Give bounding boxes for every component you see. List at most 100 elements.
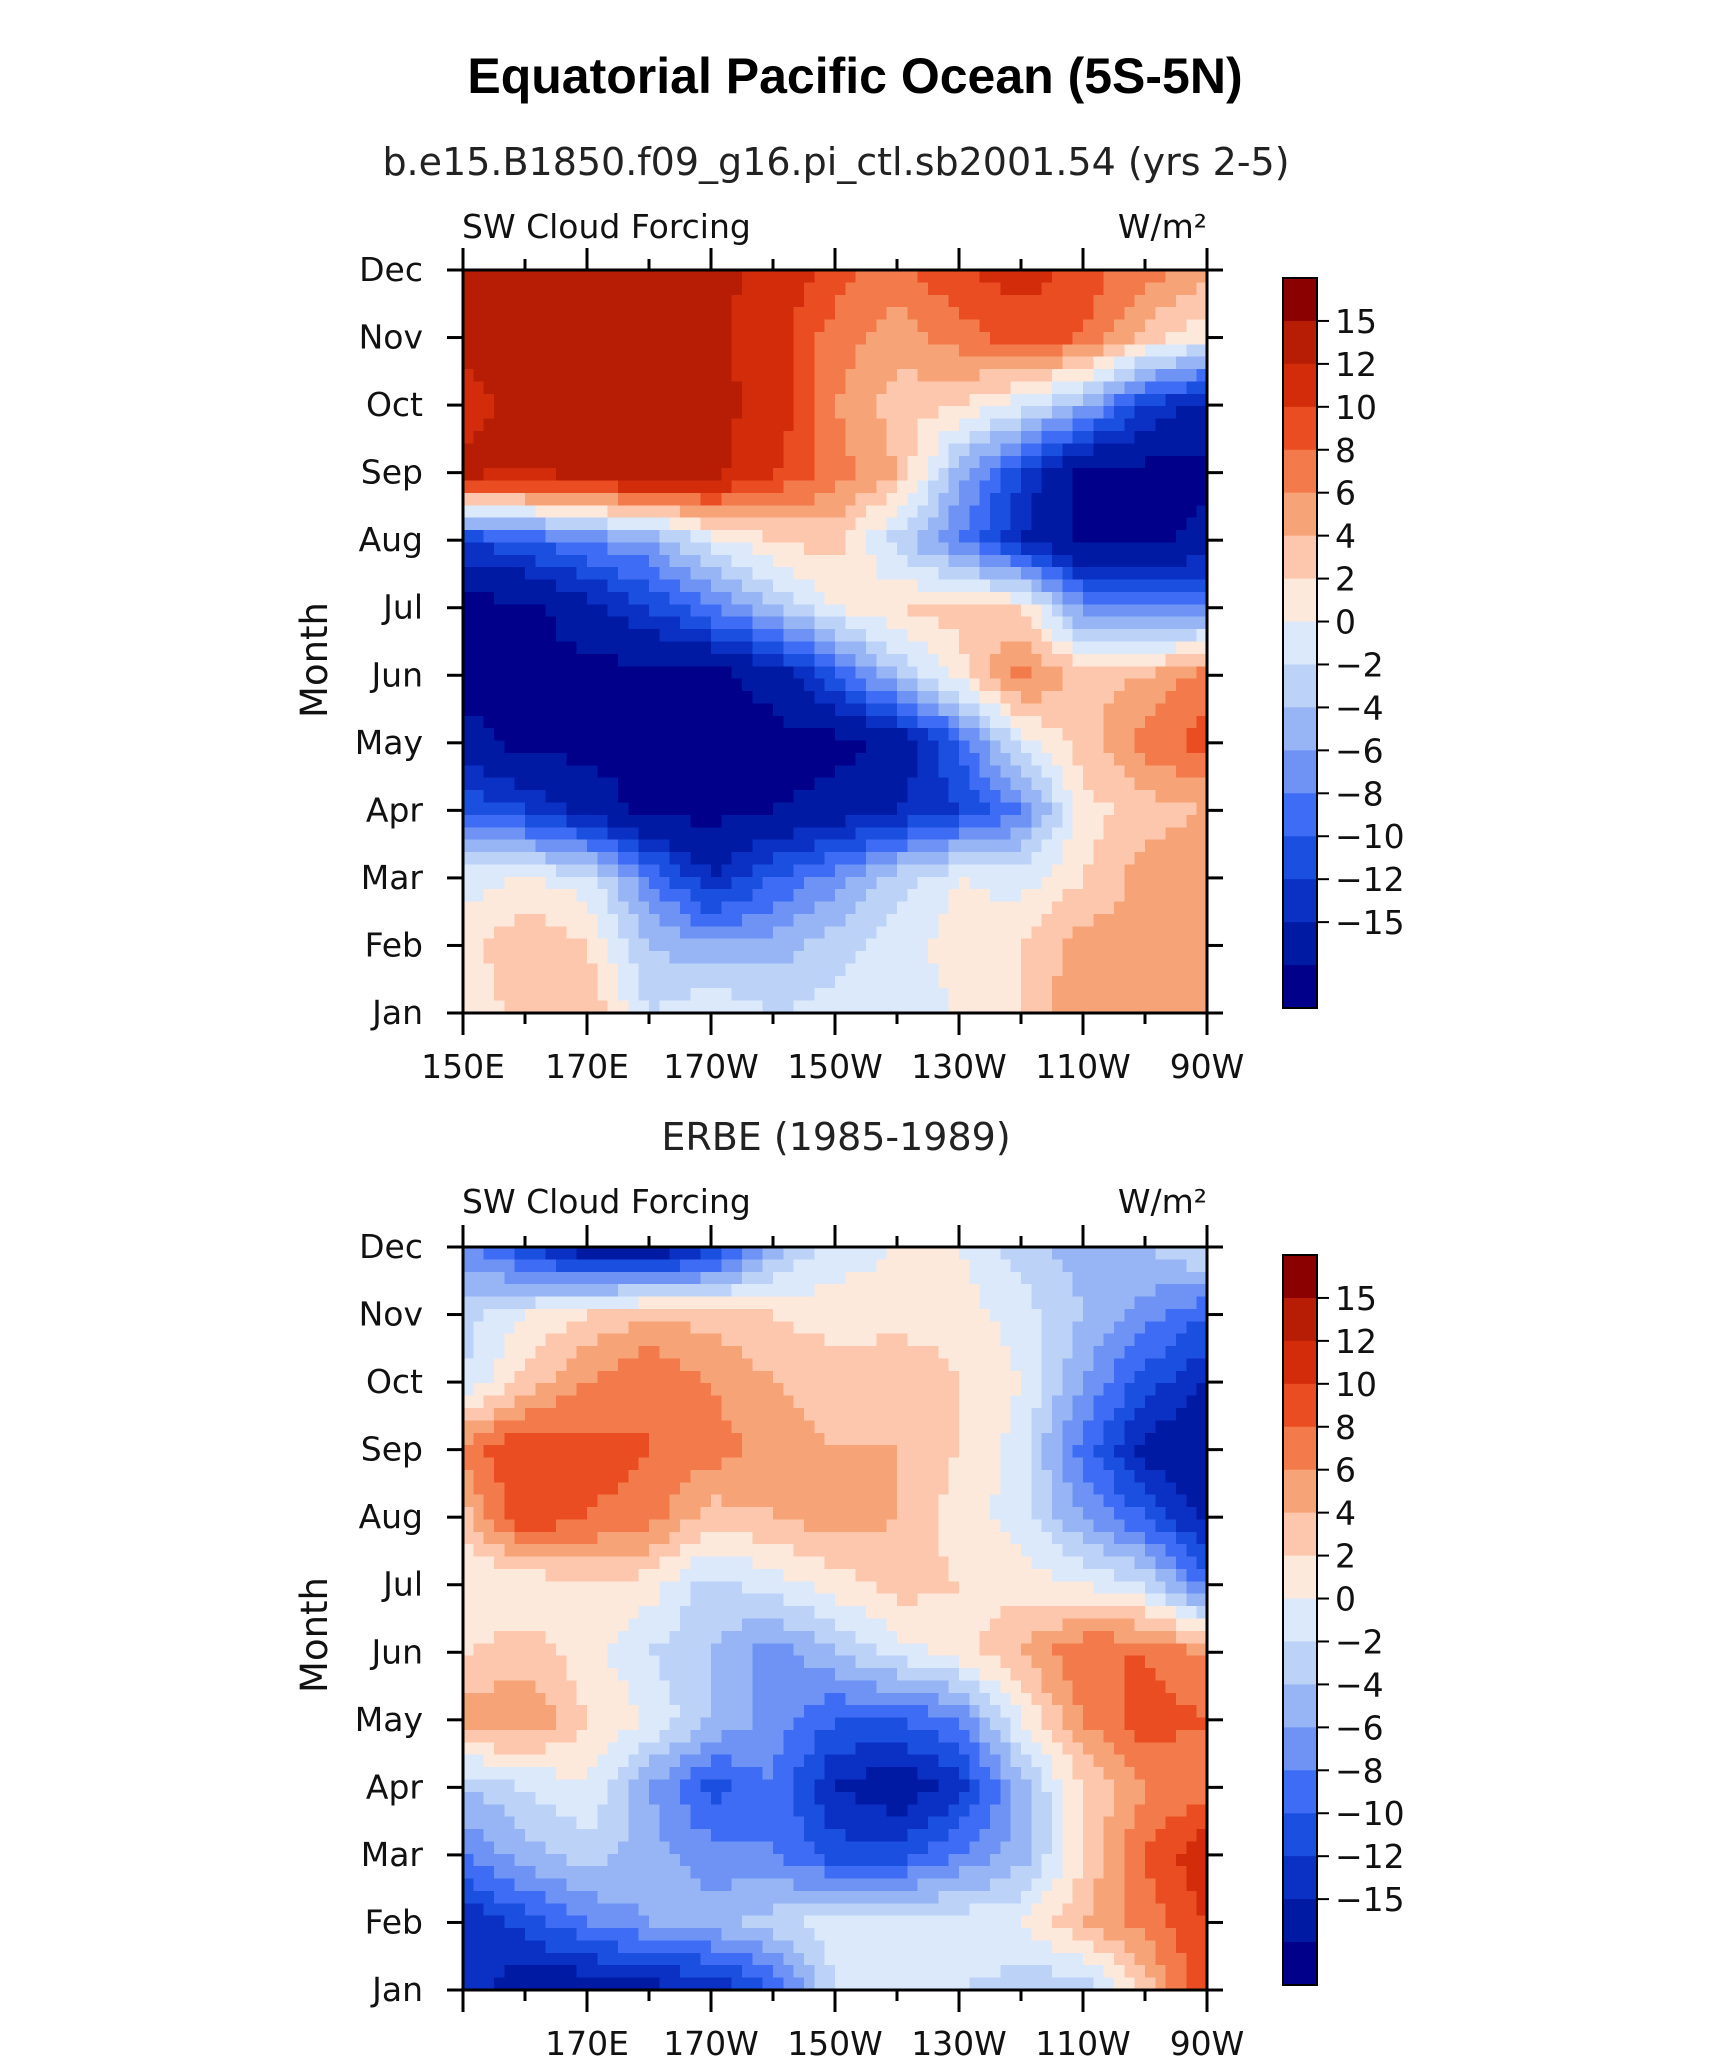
heatmap-cell	[680, 901, 692, 915]
heatmap-cell	[680, 839, 692, 853]
heatmap-cell	[1000, 406, 1012, 420]
heatmap-cell	[1165, 418, 1177, 432]
heatmap-cell	[649, 901, 661, 915]
heatmap-cell	[783, 418, 795, 432]
heatmap-cell	[700, 294, 712, 308]
heatmap-cell	[721, 505, 733, 519]
heatmap-cell	[638, 307, 650, 321]
heatmap-cell	[1031, 418, 1043, 432]
heatmap-cell	[628, 728, 640, 742]
heatmap-cell	[1165, 542, 1177, 556]
heatmap-cell	[576, 852, 588, 866]
heatmap-cell	[1165, 1321, 1177, 1335]
heatmap-cell	[494, 393, 506, 407]
heatmap-cell	[700, 406, 712, 420]
heatmap-cell	[845, 430, 857, 445]
heatmap-cell	[1052, 406, 1064, 420]
heatmap-cell	[907, 790, 919, 804]
heatmap-cell	[928, 554, 940, 568]
heatmap-cell	[700, 480, 712, 494]
heatmap-cell	[1062, 752, 1074, 767]
heatmap-cell	[659, 443, 671, 457]
heatmap-cell	[742, 666, 754, 680]
heatmap-cell	[1176, 691, 1188, 705]
heatmap-cell	[1031, 913, 1043, 928]
heatmap-cell	[618, 839, 630, 853]
heatmap-cell	[1093, 579, 1105, 593]
heatmap-cell	[690, 1284, 702, 1298]
heatmap-cell	[969, 678, 981, 692]
heatmap-cell	[669, 629, 681, 643]
heatmap-cell	[1186, 765, 1198, 779]
heatmap-cell	[793, 901, 805, 915]
heatmap-cell	[504, 715, 516, 729]
heatmap-cell	[514, 579, 526, 593]
heatmap-cell	[711, 951, 723, 965]
heatmap-cell	[545, 517, 557, 531]
heatmap-cell	[1052, 393, 1064, 407]
heatmap-cell	[1155, 678, 1167, 692]
heatmap-cell	[959, 1259, 971, 1273]
heatmap-cell	[576, 530, 588, 544]
heatmap-cell	[917, 344, 929, 358]
heatmap-cell	[1021, 678, 1033, 692]
heatmap-cell	[1062, 381, 1074, 395]
heatmap-cell	[659, 901, 671, 915]
heatmap-cell	[566, 418, 578, 432]
heatmap-cell	[1072, 294, 1084, 308]
heatmap-cell	[721, 839, 733, 853]
heatmap-cell	[886, 307, 898, 321]
heatmap-cell	[1145, 715, 1157, 729]
heatmap-cell	[835, 988, 847, 1002]
heatmap-cell	[1083, 492, 1095, 506]
colorbar-swatch	[1283, 406, 1317, 451]
heatmap-cell	[979, 876, 991, 890]
heatmap-cell	[897, 468, 909, 482]
heatmap-cell	[1114, 678, 1126, 692]
heatmap-cell	[742, 938, 754, 952]
heatmap-cell	[1186, 629, 1198, 643]
heatmap-cell	[1010, 579, 1022, 593]
heatmap-cell	[948, 505, 960, 519]
heatmap-cell	[680, 913, 692, 928]
heatmap-cell	[1052, 790, 1064, 804]
heatmap-cell	[1031, 542, 1043, 556]
heatmap-cell	[886, 864, 898, 878]
heatmap-cell	[680, 282, 692, 296]
heatmap-cell	[938, 1284, 950, 1298]
heatmap-cell	[597, 951, 609, 965]
heatmap-cell	[907, 1259, 919, 1273]
heatmap-cell	[483, 567, 495, 581]
colorbar-label: 12	[1335, 345, 1377, 384]
heatmap-cell	[1124, 270, 1136, 284]
heatmap-cell	[1083, 653, 1095, 667]
heatmap-cell	[504, 468, 516, 482]
heatmap-cell	[1114, 468, 1126, 482]
heatmap-cell	[938, 678, 950, 692]
heatmap-cell	[483, 455, 495, 469]
heatmap-cell	[669, 839, 681, 853]
heatmap-cell	[711, 864, 723, 878]
heatmap-cell	[669, 307, 681, 321]
heatmap-cell	[762, 331, 774, 345]
heatmap-cell	[545, 369, 557, 383]
y-tick-label: Sep	[361, 453, 423, 492]
heatmap-cell	[845, 653, 857, 667]
heatmap-cell	[659, 517, 671, 531]
heatmap-cell	[773, 492, 785, 506]
heatmap-cell	[897, 344, 909, 358]
heatmap-cell	[1010, 591, 1022, 606]
heatmap-cell	[731, 468, 743, 482]
heatmap-cell	[494, 715, 506, 729]
heatmap-cell	[731, 728, 743, 742]
heatmap-cell	[1103, 715, 1115, 729]
heatmap-cell	[804, 975, 816, 989]
heatmap-cell	[897, 1296, 909, 1310]
heatmap-cell	[514, 629, 526, 643]
heatmap-cell	[587, 951, 599, 965]
heatmap-cell	[1010, 678, 1022, 692]
heatmap-cell	[1196, 1259, 1208, 1273]
heatmap-cell	[545, 579, 557, 593]
heatmap-cell	[835, 951, 847, 965]
heatmap-cell	[504, 455, 516, 469]
